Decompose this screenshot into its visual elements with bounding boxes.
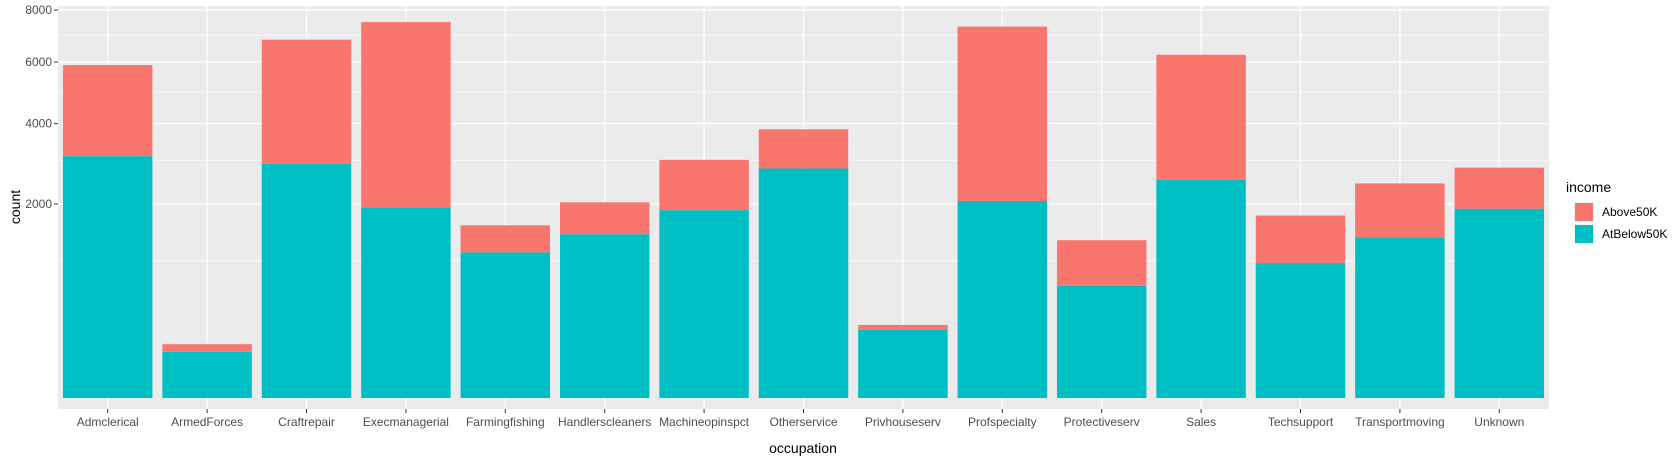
legend: income Above50K AtBelow50K xyxy=(1566,179,1667,244)
bar-AtBelow50K xyxy=(758,168,849,398)
bar-AtBelow50K xyxy=(858,329,948,398)
bar-AtBelow50K xyxy=(659,210,749,398)
bar-AtBelow50K xyxy=(460,252,551,398)
bar-Above50K xyxy=(858,324,948,330)
y-tick-label: 6000 xyxy=(25,55,52,69)
bar-AtBelow50K xyxy=(1355,237,1445,398)
bar-Above50K xyxy=(1255,215,1346,264)
x-tick-label: Unknown xyxy=(1474,415,1524,429)
bar-Above50K xyxy=(460,225,551,253)
y-tick-label: 2000 xyxy=(25,197,52,211)
x-tick-label: Profspecialty xyxy=(968,415,1037,429)
x-tick-label: Handlerscleaners xyxy=(558,415,651,429)
x-tick-label: Machineopinspct xyxy=(659,415,750,429)
x-tick-label: Techsupport xyxy=(1268,415,1334,429)
bar-AtBelow50K xyxy=(62,156,153,398)
x-axis-title: occupation xyxy=(769,440,837,456)
bar-Above50K xyxy=(162,344,252,352)
legend-swatch-AtBelow50K xyxy=(1575,225,1593,243)
bar-Above50K xyxy=(361,22,451,208)
legend-title: income xyxy=(1566,179,1611,195)
y-tick-label: 8000 xyxy=(25,3,52,17)
bar-Above50K xyxy=(758,129,849,169)
x-tick-label: Sales xyxy=(1186,415,1216,429)
y-tick-label: 4000 xyxy=(25,117,52,131)
bar-Above50K xyxy=(957,26,1048,202)
bar-Above50K xyxy=(62,65,153,157)
bar-AtBelow50K xyxy=(162,351,252,398)
bar-Above50K xyxy=(1355,183,1445,238)
bar-Above50K xyxy=(559,202,650,235)
bar-AtBelow50K xyxy=(361,207,451,398)
x-tick-label: Admclerical xyxy=(77,415,139,429)
bar-AtBelow50K xyxy=(957,201,1048,398)
legend-label-AtBelow50K: AtBelow50K xyxy=(1602,227,1667,241)
x-axis: Admclerical ArmedForces Craftrepair Execman… xyxy=(77,409,1524,429)
bar-AtBelow50K xyxy=(1056,285,1147,398)
x-tick-label: Otherservice xyxy=(769,415,837,429)
x-tick-label: Privhouseserv xyxy=(865,415,941,429)
y-axis: 2000 4000 6000 8000 xyxy=(25,3,58,211)
legend-label-Above50K: Above50K xyxy=(1602,205,1657,219)
bar-Above50K xyxy=(1056,240,1147,286)
bar-AtBelow50K xyxy=(1255,263,1346,398)
x-tick-label: Transportmoving xyxy=(1355,415,1445,429)
x-tick-label: Execmanagerial xyxy=(363,415,449,429)
bar-AtBelow50K xyxy=(1156,179,1246,398)
x-tick-label: ArmedForces xyxy=(171,415,243,429)
bar-AtBelow50K xyxy=(261,163,352,398)
bar-Above50K xyxy=(1454,167,1545,209)
legend-swatch-Above50K xyxy=(1575,203,1593,221)
bar-Above50K xyxy=(261,39,352,164)
bar-Above50K xyxy=(659,159,749,211)
x-tick-label: Farmingfishing xyxy=(466,415,545,429)
x-tick-label: Craftrepair xyxy=(278,415,335,429)
bar-AtBelow50K xyxy=(559,234,650,398)
y-axis-title: count xyxy=(7,190,23,224)
bars xyxy=(62,22,1545,398)
x-tick-label: Protectiveserv xyxy=(1064,415,1140,429)
bar-AtBelow50K xyxy=(1454,208,1545,398)
bar-Above50K xyxy=(1156,54,1246,180)
